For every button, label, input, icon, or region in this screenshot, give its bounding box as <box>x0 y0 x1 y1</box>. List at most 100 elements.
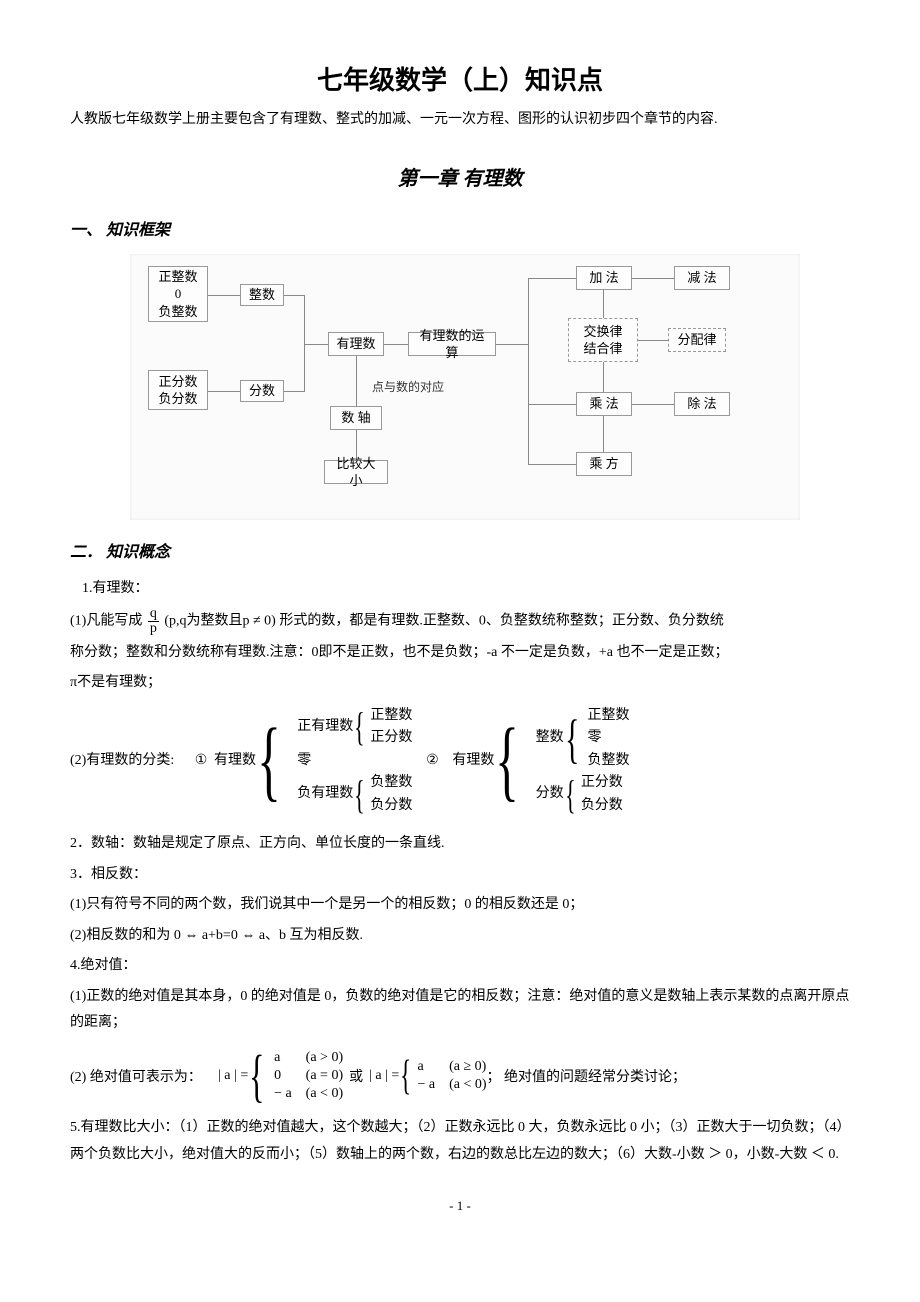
edge <box>603 362 604 392</box>
abs-tail: ； 绝对值的问题经常分类讨论； <box>487 1066 687 1086</box>
label: 正整数 <box>588 705 630 727</box>
edge <box>208 295 240 296</box>
abs-cases-3: a(a > 0) 0(a = 0) − a(a < 0) <box>274 1050 343 1102</box>
section-1-head: 一、 知识框架 <box>70 216 850 240</box>
brace-2: { 整数 { 正整数 零 负整数 分数 { 正分数 负分数 <box>494 705 629 817</box>
marker-2: ② <box>412 750 452 772</box>
marker-1: ① <box>188 750 214 772</box>
edge <box>208 391 240 392</box>
label-rational-2: 有理数 <box>452 750 494 772</box>
edge <box>603 290 604 318</box>
text: (1)凡能写成 <box>70 614 142 629</box>
brace-1: { 正有理数 { 正整数 正分数 零 负有理数 { 负整数 负分数 <box>256 705 412 817</box>
item-3-2: (2)相反数的和为 0 ⇔ a+b=0 ⇔ a、b 互为相反数. <box>70 923 850 950</box>
fraction-qp: q p <box>148 607 159 636</box>
item-1-head: 1.有理数： <box>70 576 850 603</box>
intro-text: 人教版七年级数学上册主要包含了有理数、整式的加减、一元一次方程、图形的认识初步四… <box>70 107 850 132</box>
edge <box>528 404 576 405</box>
label: 负分数 <box>370 795 412 817</box>
brace-icon: { <box>353 775 366 815</box>
brace-icon: { <box>256 716 282 806</box>
brace-icon: { <box>564 712 580 766</box>
brace-icon: { <box>399 1055 412 1097</box>
item-4-2: (2) 绝对值可表示为： | a | = { a(a > 0) 0(a = 0)… <box>70 1047 850 1105</box>
brace-icon: { <box>353 707 366 747</box>
item-4-head: 4.绝对值： <box>70 953 850 980</box>
item-2: 2．数轴：数轴是规定了原点、正方向、单位长度的一条直线. <box>70 831 850 858</box>
edge <box>638 340 668 341</box>
brace-icon: { <box>248 1047 266 1105</box>
c: (a ≥ 0) <box>449 1059 486 1075</box>
box-pos-frac: 正分数 负分数 <box>148 370 208 410</box>
item-1-1d: π不是有理数； <box>70 670 850 697</box>
brace-icon: { <box>494 716 520 806</box>
edge <box>603 416 604 452</box>
label: 负整数 <box>588 750 630 772</box>
edge <box>384 344 408 345</box>
c: (a > 0) <box>306 1050 343 1066</box>
item-4-1: (1)正数的绝对值是其本身，0 的绝对值是 0，负数的绝对值是它的相反数；注意：… <box>70 984 850 1037</box>
label: 零 <box>297 750 412 772</box>
abs-lhs-2: | a | = <box>369 1068 399 1084</box>
edge <box>284 295 304 296</box>
box-pos-int: 正整数 0 负整数 <box>148 266 208 322</box>
label: 负分数 <box>581 795 623 817</box>
flowchart-frame: 正整数 0 负整数 整数 正分数 负分数 分数 有理数 有理数的运算 点与数的对… <box>130 254 800 520</box>
box-ops: 有理数的运算 <box>408 332 496 356</box>
item-1-1c: 称分数；整数和分数统称有理数.注意：0即不是正数，也不是负数；-a 不一定是负数… <box>70 640 850 667</box>
abs-lhs: | a | = <box>218 1068 248 1084</box>
section-2-head: 二． 知识概念 <box>70 538 850 562</box>
edge <box>632 404 674 405</box>
edge <box>528 278 576 279</box>
label: 正分数 <box>581 772 623 794</box>
label-map: 点与数的对应 <box>372 378 444 395</box>
label: 负有理数 <box>297 783 353 805</box>
c: (a = 0) <box>306 1068 343 1084</box>
c: − a <box>274 1086 292 1102</box>
box-rational: 有理数 <box>328 332 384 356</box>
edge <box>284 391 304 392</box>
box-frac: 分数 <box>240 380 284 402</box>
edge <box>496 344 528 345</box>
edge <box>356 356 357 406</box>
page: 七年级数学（上）知识点 人教版七年级数学上册主要包含了有理数、整式的加减、一元一… <box>0 0 920 1254</box>
page-number: - 1 - <box>70 1198 850 1214</box>
item-1-1: (1)凡能写成 q p (p,q为整数且p ≠ 0) 形式的数，都是有理数.正整… <box>70 607 850 636</box>
label: 负整数 <box>370 772 412 794</box>
frac-num: q <box>148 607 159 622</box>
box-div: 除 法 <box>674 392 730 416</box>
frac-den: p <box>148 622 159 636</box>
box-laws: 交换律 结合律 <box>568 318 638 362</box>
box-sub: 减 法 <box>674 266 730 290</box>
label: 正分数 <box>370 727 412 749</box>
c: (a < 0) <box>306 1086 343 1102</box>
abs-cases-2: a (a ≥ 0) − a (a < 0) <box>418 1059 487 1093</box>
box-add: 加 法 <box>576 266 632 290</box>
c: − a <box>418 1077 436 1093</box>
item-3-1: (1)只有符号不同的两个数，我们说其中一个是另一个的相反数；0 的相反数还是 0… <box>70 892 850 919</box>
edge <box>632 278 674 279</box>
label: 正有理数 <box>297 716 353 738</box>
item-1-2-lead: (2)有理数的分类: <box>70 750 188 772</box>
label: 分数 <box>536 783 564 805</box>
edge <box>528 464 576 465</box>
label: 正整数 <box>370 705 412 727</box>
box-compare: 比较大小 <box>324 460 388 484</box>
label-rational: 有理数 <box>214 750 256 772</box>
box-mul: 乘 法 <box>576 392 632 416</box>
classification-row: (2)有理数的分类: ① 有理数 { 正有理数 { 正整数 正分数 零 负有理数… <box>70 705 850 817</box>
c: a <box>274 1050 292 1066</box>
brace-icon: { <box>564 775 577 815</box>
doc-title: 七年级数学（上）知识点 <box>70 60 850 97</box>
chapter-title: 第一章 有理数 <box>70 162 850 191</box>
item-5: 5.有理数比大小：（1）正数的绝对值越大，这个数越大；（2）正数永远比 0 大，… <box>70 1115 850 1168</box>
edge <box>528 278 529 464</box>
label: 整数 <box>536 727 564 749</box>
flowchart: 正整数 0 负整数 整数 正分数 负分数 分数 有理数 有理数的运算 点与数的对… <box>148 266 788 506</box>
item-4-2-lead: (2) 绝对值可表示为： <box>70 1066 218 1086</box>
c: a <box>418 1059 436 1075</box>
box-pow: 乘 方 <box>576 452 632 476</box>
brace-items: 正有理数 { 正整数 正分数 零 负有理数 { 负整数 负分数 <box>297 705 412 817</box>
edge <box>304 344 328 345</box>
c: (a < 0) <box>449 1077 486 1093</box>
